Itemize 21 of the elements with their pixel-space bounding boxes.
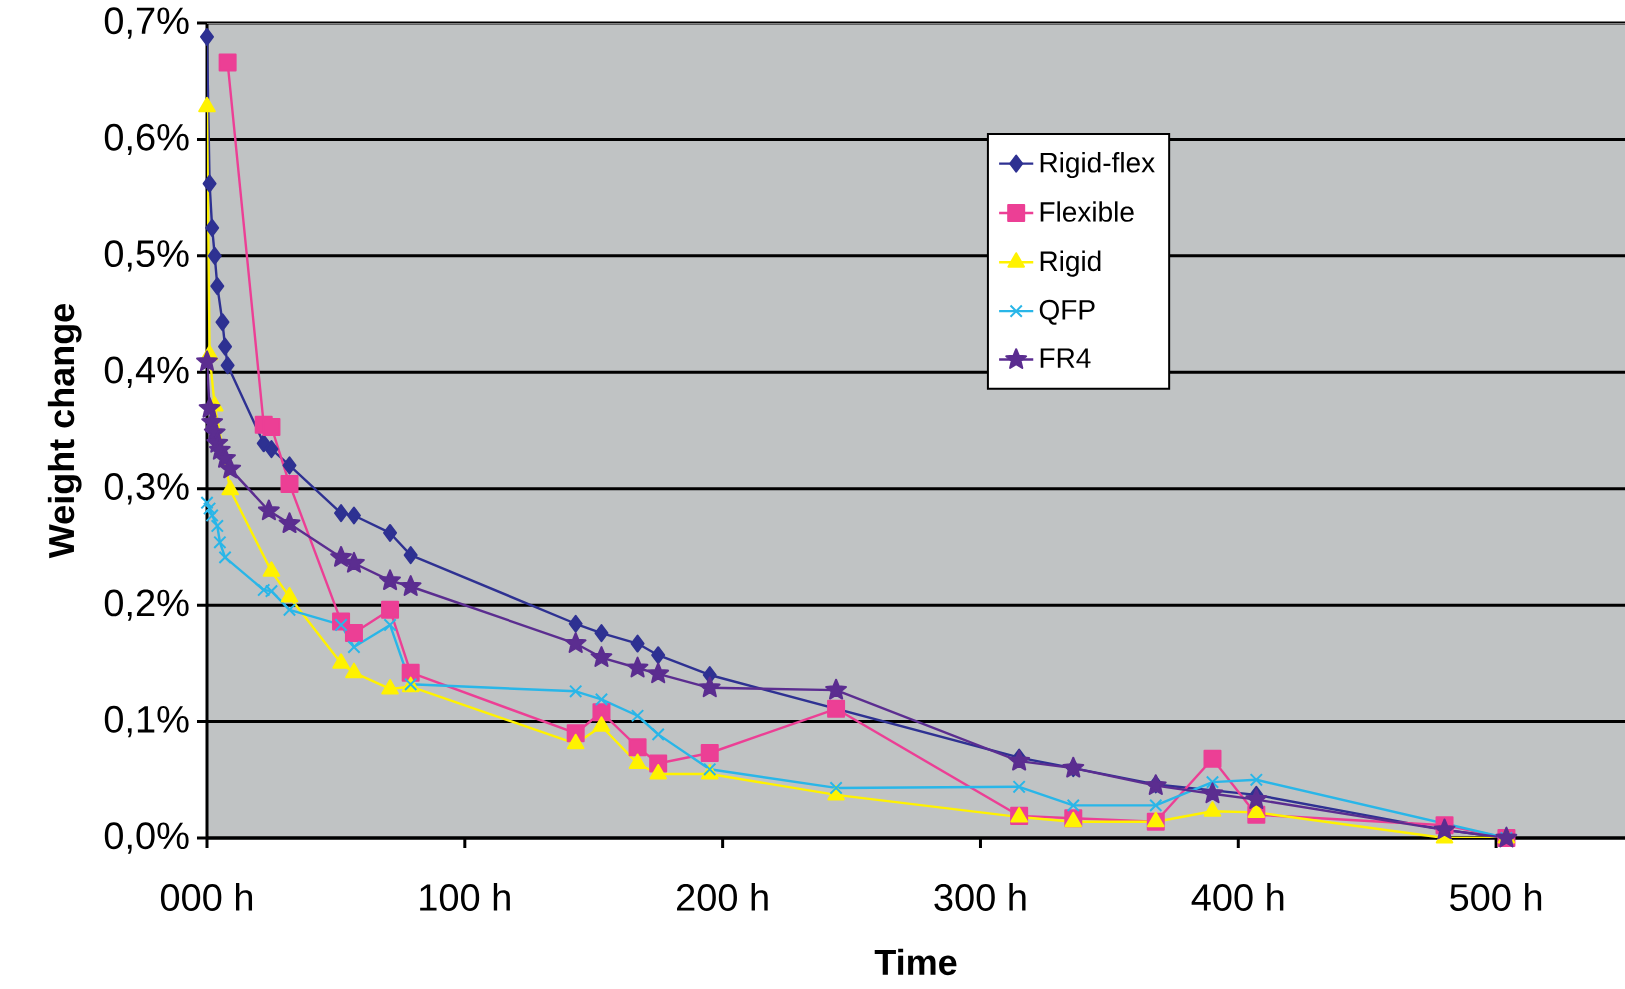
x-tick-label: 000 h — [160, 883, 253, 911]
y-tick-label: 0,1% — [104, 705, 189, 738]
legend-label: FR4 — [1040, 348, 1091, 368]
x-axis-title: Time — [874, 948, 957, 976]
y-tick-label: 0,3% — [104, 473, 189, 505]
y-axis-title: Weight change — [47, 304, 82, 559]
legend-label: QFP — [1039, 299, 1095, 325]
y-tick-label: 0,6% — [104, 123, 189, 156]
x-tick-label: 300 h — [934, 883, 1026, 911]
legend-label: Rigid — [1040, 250, 1101, 277]
y-tick-label: 0,4% — [104, 356, 189, 388]
x-tick-label: 500 h — [1450, 883, 1542, 911]
x-tick-label: 100 h — [420, 883, 510, 911]
legend-label: Rigid-flex — [1040, 152, 1155, 179]
x-tick-label: 200 h — [677, 883, 768, 911]
legend-label: Flexible — [1040, 201, 1134, 222]
y-tick-label: 0,2% — [104, 589, 189, 621]
y-tick-label: 0,5% — [104, 240, 189, 272]
y-tick-label: 0,7% — [104, 7, 189, 39]
x-tick-label: 400 h — [1191, 883, 1284, 911]
y-tick-label: 0,0% — [104, 822, 189, 854]
